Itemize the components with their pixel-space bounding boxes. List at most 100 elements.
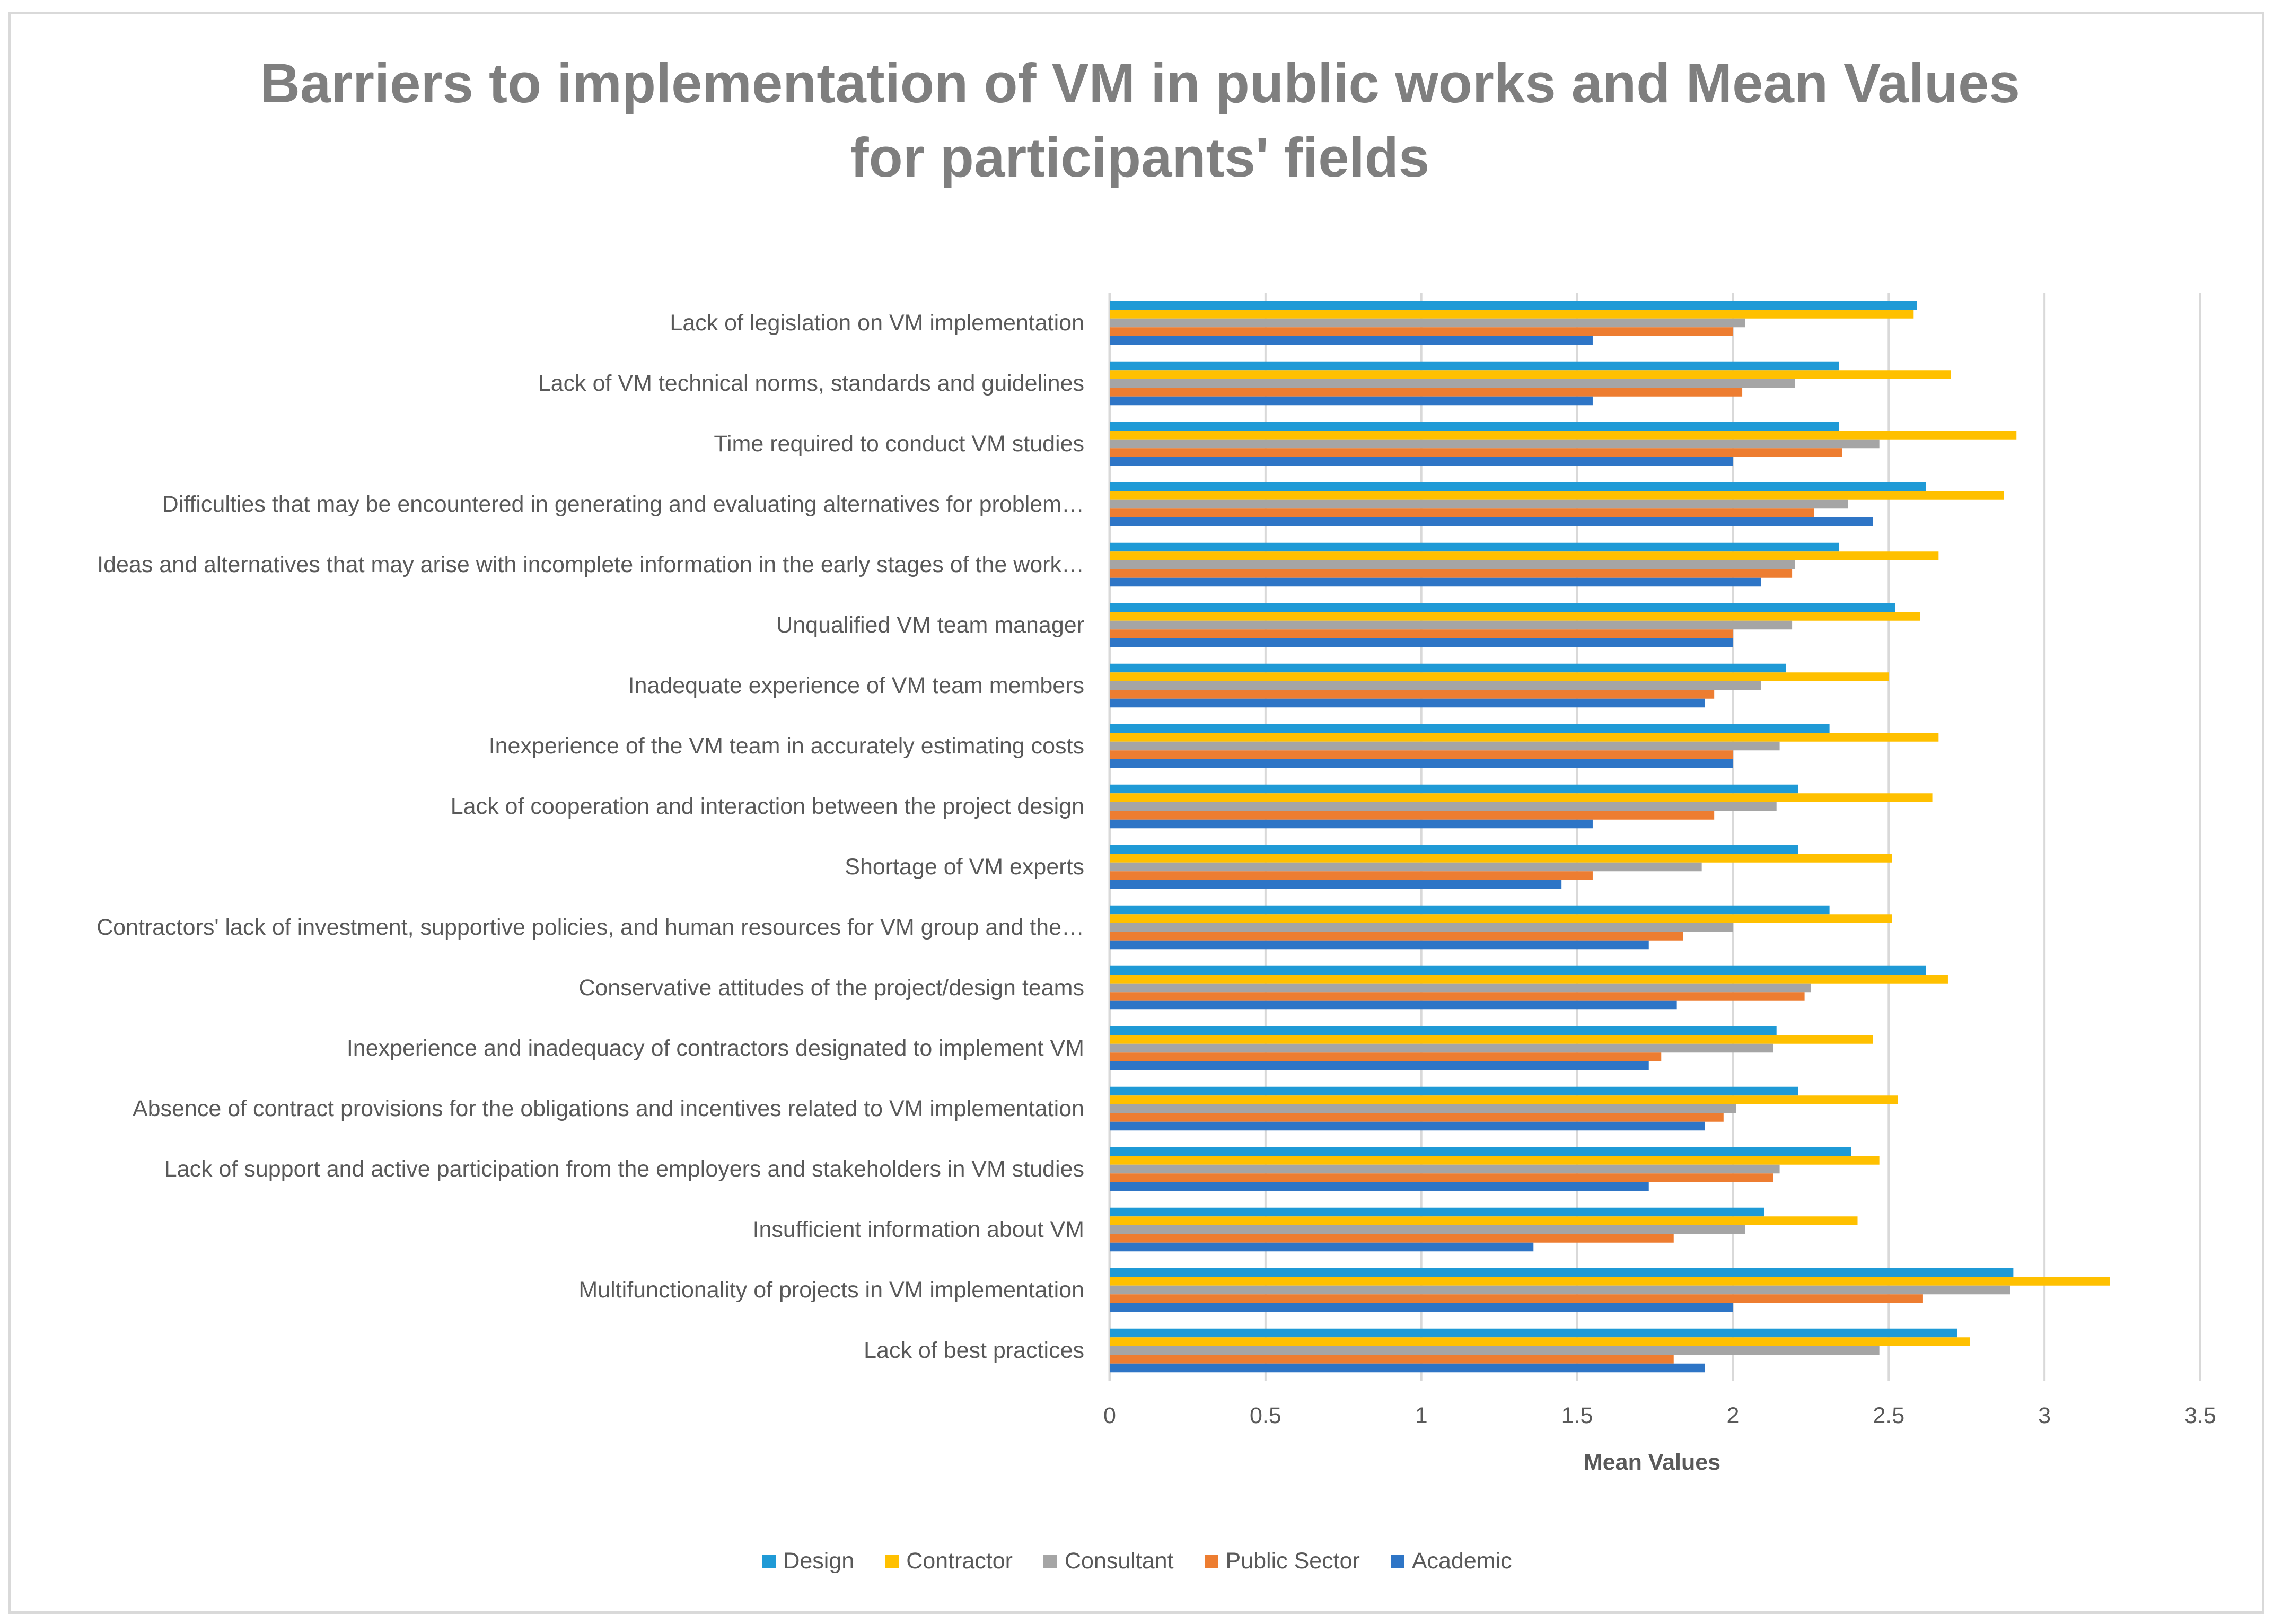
category-label: Ideas and alternatives that may arise wi… — [97, 552, 1084, 577]
bar-academic — [1110, 1303, 1733, 1312]
category-label: Lack of VM technical norms, standards an… — [538, 371, 1084, 396]
category-label: Unqualified VM team manager — [776, 612, 1084, 638]
x-tick-label: 2.5 — [1873, 1403, 1904, 1428]
x-tick-label: 1 — [1415, 1403, 1428, 1428]
bar-public-sector — [1110, 1052, 1662, 1061]
bar-design — [1110, 1328, 1957, 1338]
legend-item-design: Design — [762, 1548, 854, 1574]
bar-consultant — [1110, 1346, 1880, 1355]
bar-contractor — [1110, 1156, 1880, 1165]
bar-academic — [1110, 517, 1873, 526]
bar-contractor — [1110, 1095, 1898, 1104]
bar-design — [1110, 482, 1926, 491]
legend-item-academic: Academic — [1390, 1548, 1512, 1574]
bar-public-sector — [1110, 1113, 1724, 1122]
bar-academic — [1110, 1182, 1649, 1191]
bar-public-sector — [1110, 1234, 1674, 1243]
bar-contractor — [1110, 1216, 1858, 1225]
legend-swatch — [1043, 1554, 1057, 1568]
category-label: Lack of legislation on VM implementation — [670, 310, 1084, 336]
bar-academic — [1110, 638, 1733, 647]
chart-title: Barriers to implementation of VM in publ… — [159, 47, 2121, 195]
bar-public-sector — [1110, 388, 1743, 397]
bar-contractor — [1110, 551, 1939, 560]
bar-contractor — [1110, 733, 1939, 742]
x-tick-labels: 0 0.5 1 1.5 2 2.5 3 3.5 — [1103, 1403, 2216, 1428]
bar-design — [1110, 845, 1798, 854]
bar-consultant — [1110, 1164, 1780, 1174]
bar-design — [1110, 361, 1839, 371]
category-labels: Lack of legislation on VM implementation… — [96, 310, 1084, 1363]
x-tick-label: 0 — [1103, 1403, 1116, 1428]
legend-swatch — [1204, 1554, 1218, 1568]
bar-contractor — [1110, 1337, 1970, 1346]
bar-consultant — [1110, 499, 1848, 509]
bar-academic — [1110, 1242, 1534, 1252]
bar-academic — [1110, 1000, 1677, 1010]
bar-public-sector — [1110, 1173, 1773, 1182]
bar-contractor — [1110, 1035, 1873, 1044]
category-label: Insufficient information about VM — [753, 1217, 1084, 1242]
bar-consultant — [1110, 741, 1780, 751]
category-label: Conservative attitudes of the project/de… — [578, 975, 1084, 1000]
legend-item-contractor: Contractor — [885, 1548, 1013, 1574]
category-label: Multifunctionality of projects in VM imp… — [578, 1277, 1084, 1303]
bar-academic — [1110, 396, 1593, 406]
bar-public-sector — [1110, 932, 1683, 941]
bar-public-sector — [1110, 448, 1842, 457]
bar-consultant — [1110, 1225, 1745, 1234]
bar-consultant — [1110, 1285, 2010, 1295]
x-tick-label: 1.5 — [1561, 1403, 1593, 1428]
bar-contractor — [1110, 914, 1892, 923]
bar-public-sector — [1110, 569, 1793, 578]
bar-consultant — [1110, 923, 1733, 932]
legend-item-public-sector: Public Sector — [1204, 1548, 1360, 1574]
bar-contractor — [1110, 431, 2017, 440]
bar-consultant — [1110, 1043, 1773, 1053]
legend-swatch — [762, 1554, 776, 1568]
legend-item-consultant: Consultant — [1043, 1548, 1174, 1574]
legend-label: Academic — [1411, 1548, 1512, 1574]
x-tick-label: 0.5 — [1250, 1403, 1281, 1428]
bar-design — [1110, 1207, 1764, 1217]
category-label: Inadequate experience of VM team members — [628, 673, 1084, 698]
chart-title-line-1: Barriers to implementation of VM in publ… — [260, 52, 2020, 115]
bar-contractor — [1110, 310, 1914, 319]
bar-contractor — [1110, 370, 1951, 379]
category-label: Lack of cooperation and interaction betw… — [451, 794, 1084, 819]
bar-design — [1110, 1147, 1851, 1156]
category-label: Contractors' lack of investment, support… — [96, 915, 1084, 940]
x-tick-label: 3.5 — [2184, 1403, 2216, 1428]
category-label: Shortage of VM experts — [845, 854, 1084, 880]
bar-contractor — [1110, 491, 2004, 500]
bar-academic — [1110, 940, 1649, 950]
category-label: Absence of contract provisions for the o… — [133, 1096, 1084, 1121]
category-label: Inexperience of the VM team in accuratel… — [489, 733, 1084, 759]
bar-consultant — [1110, 802, 1777, 811]
bar-academic — [1110, 336, 1593, 345]
bar-academic — [1110, 698, 1705, 708]
bar-academic — [1110, 577, 1761, 587]
bar-contractor — [1110, 854, 1892, 863]
bar-design — [1110, 422, 1839, 431]
bar-public-sector — [1110, 750, 1733, 759]
bar-consultant — [1110, 1104, 1736, 1113]
x-tick-label: 3 — [2038, 1403, 2051, 1428]
bar-contractor — [1110, 612, 1920, 621]
category-label: Inexperience and inadequacy of contracto… — [347, 1035, 1084, 1061]
bar-public-sector — [1110, 871, 1593, 880]
bar-public-sector — [1110, 992, 1805, 1001]
category-label: Lack of support and active participation… — [164, 1156, 1084, 1182]
bar-design — [1110, 301, 1917, 310]
bar-public-sector — [1110, 811, 1715, 820]
bar-design — [1110, 542, 1839, 552]
bar-academic — [1110, 1121, 1705, 1131]
x-axis-title: Mean Values — [1584, 1450, 1720, 1475]
bars — [1110, 301, 2110, 1373]
bar-consultant — [1110, 318, 1745, 328]
bar-academic — [1110, 1363, 1705, 1373]
category-label: Lack of best practices — [864, 1338, 1084, 1363]
bar-contractor — [1110, 1277, 2110, 1286]
bar-contractor — [1110, 672, 1889, 681]
category-label: Time required to conduct VM studies — [714, 431, 1084, 457]
